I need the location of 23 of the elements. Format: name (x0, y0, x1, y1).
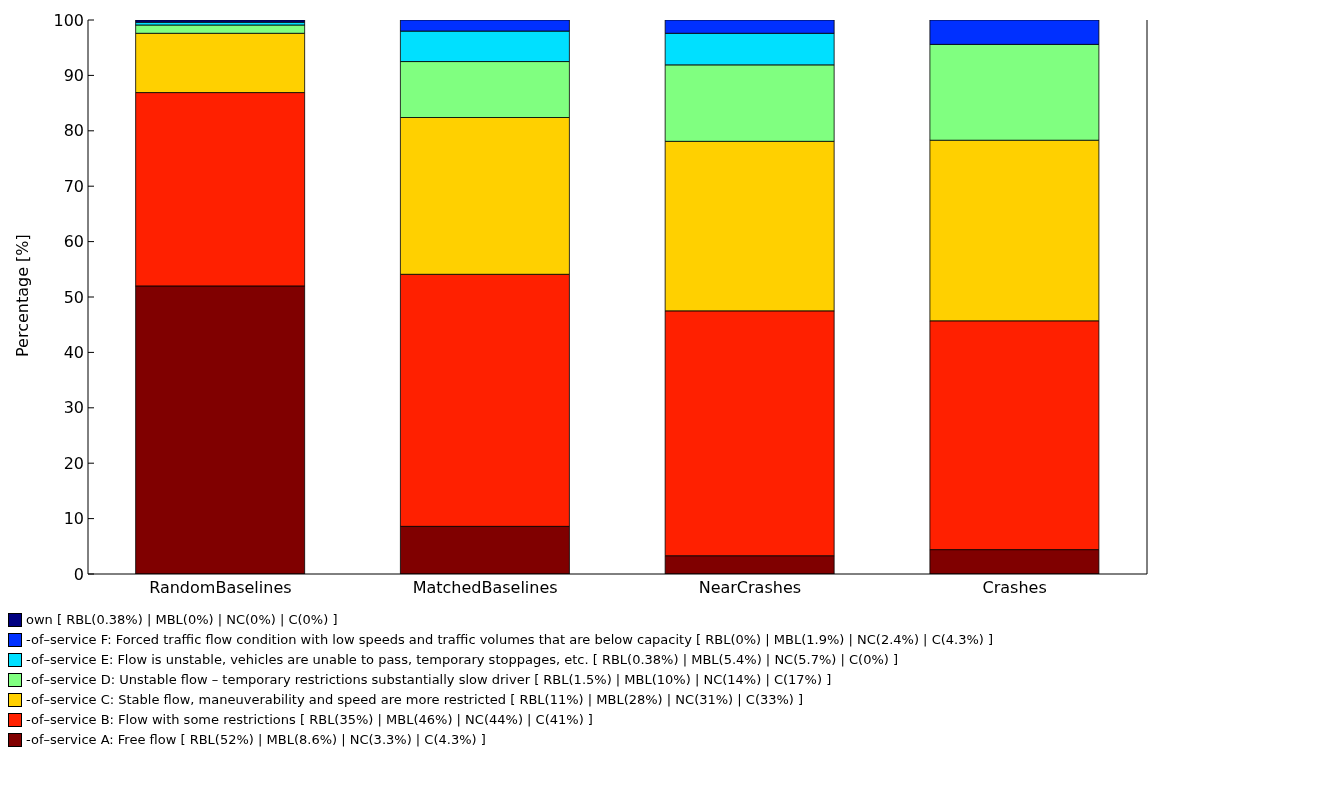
legend-label: -of–service A: Free flow [ RBL(52%) | MBL(8.6%) | NC(3.3%) | C(4.3%) ] (26, 731, 486, 749)
legend-label: -of–service C: Stable flow, maneuverability and speed are more restricted [ RBL(11%) | MBL(28%) | NC(31%) | C(33%) ] (26, 691, 804, 709)
x-tick-label: RandomBaselines (149, 578, 292, 598)
x-tick-label: MatchedBaselines (412, 578, 558, 598)
legend-label: own [ RBL(0.38%) | MBL(0%) | NC(0%) | C(0%) ] (26, 611, 338, 629)
y-tick-label: 20 (63, 453, 84, 473)
y-tick-label: 0 (73, 564, 84, 584)
y-tick-label: 40 (63, 343, 84, 363)
legend-label: -of–service D: Unstable flow – temporary restrictions substantially slow driver [ RBL(1.5%) | MBL(10%) | NC(14%) | C(17%) ] (26, 671, 832, 689)
y-tick-label: 50 (63, 287, 84, 307)
y-tick-label: 10 (63, 509, 84, 529)
y-tick-label: 80 (63, 121, 84, 141)
y-tick-label: 30 (63, 398, 84, 418)
y-axis-title: Percentage [%] (12, 234, 32, 357)
y-tick-label: 100 (53, 10, 84, 30)
legend-label: -of–service B: Flow with some restrictions [ RBL(35%) | MBL(46%) | NC(44%) | C(41%) ] (26, 711, 593, 729)
y-tick-label: 90 (63, 66, 84, 86)
x-tick-label: NearCrashes (698, 578, 802, 598)
legend-label: -of–service F: Forced traffic flow condition with low speeds and traffic volumes that are below capacity [ RBL(0%) | MBL(1.9%) | NC(2.4%) | C(4.3%) ] (26, 631, 994, 649)
x-tick-label: Crashes (982, 578, 1047, 598)
y-tick-label: 60 (63, 232, 84, 252)
legend-label: -of–service E: Flow is unstable, vehicles are unable to pass, temporary stoppages, etc. [ RBL(0.38%) | MBL(5.4%) | NC(5.7%) | C(0%) ] (26, 651, 899, 669)
y-tick-label: 70 (63, 176, 84, 196)
